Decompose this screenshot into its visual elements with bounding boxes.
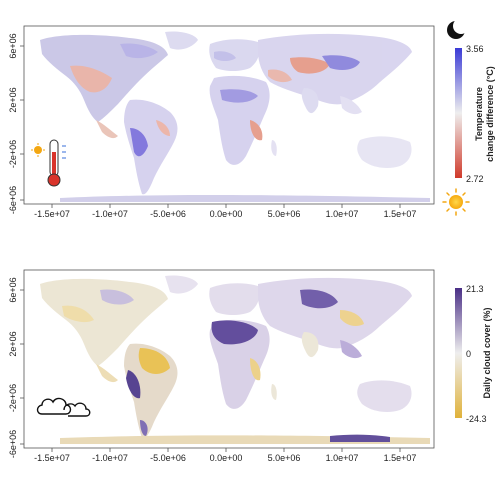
x-tick-label: 5.0e+06 (268, 453, 301, 463)
colorbar-min-label: -24.3 (466, 414, 487, 424)
land-masses (40, 275, 430, 444)
cloud-cover-map-panel: 6e+06 2e+06 -2e+06 -6e+06 -1.5e+07 -1.0e… (0, 260, 500, 484)
cloud-cover-map-svg: 6e+06 2e+06 -2e+06 -6e+06 -1.5e+07 -1.0e… (8, 269, 492, 463)
temperature-map-panel: 6e+06 2e+06 -2e+06 -6e+06 -1.5e+07 -1.0e… (0, 0, 500, 240)
land-masses (40, 31, 430, 202)
north-america (40, 278, 168, 366)
y-tick-label: -6e+06 (8, 430, 18, 458)
colorbar-max-label: 21.3 (466, 284, 484, 294)
colorbar-title: Daily cloud cover (%) (482, 307, 492, 398)
x-tick-label: -1.5e+07 (34, 453, 70, 463)
x-tick-label: -1.0e+07 (92, 453, 128, 463)
colorbar-max-label: 3.56 (466, 44, 484, 54)
madagascar (271, 140, 277, 156)
x-tick-label: -1.0e+07 (92, 209, 128, 219)
sun-icon (442, 188, 470, 216)
india (301, 88, 319, 114)
colorbar-min-label: 2.72 (466, 174, 484, 184)
india (301, 332, 319, 358)
europe (209, 283, 260, 315)
central-america (96, 120, 118, 139)
x-tick-label: 1.0e+07 (326, 453, 359, 463)
central-america (96, 364, 118, 383)
small-sun-icon (31, 143, 45, 157)
colorbar-gradient (455, 288, 462, 418)
x-axis: -1.5e+07 -1.0e+07 -5.0e+06 0.0e+00 5.0e+… (34, 448, 416, 463)
y-tick-label: -2e+06 (8, 140, 18, 168)
y-tick-label: 6e+06 (8, 33, 18, 58)
southeast-asia (340, 96, 362, 115)
x-tick-label: -5.0e+06 (150, 453, 186, 463)
cloud-colorbar: 21.3 0 -24.3 Daily cloud cover (%) (455, 284, 492, 424)
asia (258, 277, 412, 349)
greenland (165, 275, 198, 294)
x-tick-label: 0.0e+00 (210, 209, 243, 219)
thermometer-icon (47, 139, 66, 187)
x-tick-label: 1.0e+07 (326, 209, 359, 219)
cloud-icon (36, 397, 91, 417)
x-tick-label: -5.0e+06 (150, 209, 186, 219)
x-tick-label: 5.0e+06 (268, 209, 301, 219)
antarctica (60, 195, 430, 202)
x-tick-label: -1.5e+07 (34, 209, 70, 219)
australia (357, 380, 412, 412)
y-tick-label: -6e+06 (8, 186, 18, 214)
y-axis: 6e+06 2e+06 -2e+06 -6e+06 (8, 277, 24, 458)
temperature-colorbar: 3.56 2.72 Temperature change difference … (455, 44, 495, 184)
x-tick-label: 1.5e+07 (384, 453, 417, 463)
greenland (165, 31, 198, 50)
x-axis: -1.5e+07 -1.0e+07 -5.0e+06 0.0e+00 5.0e+… (34, 204, 416, 219)
colorbar-gradient (455, 48, 462, 178)
madagascar (271, 384, 277, 400)
y-axis: 6e+06 2e+06 -2e+06 -6e+06 (8, 33, 24, 214)
colorbar-title-line2: change difference (°C) (485, 66, 495, 162)
y-tick-label: 2e+06 (8, 87, 18, 112)
moon-icon (447, 18, 469, 39)
australia (357, 136, 412, 168)
europe (209, 39, 260, 71)
southeast-asia (340, 340, 362, 359)
temperature-map-svg: 6e+06 2e+06 -2e+06 -6e+06 -1.5e+07 -1.0e… (8, 18, 495, 219)
y-tick-label: 6e+06 (8, 277, 18, 302)
colorbar-title-line1: Temperature (474, 87, 484, 141)
south-america (124, 99, 178, 195)
y-tick-label: -2e+06 (8, 384, 18, 412)
x-tick-label: 0.0e+00 (210, 453, 243, 463)
y-tick-label: 2e+06 (8, 331, 18, 356)
colorbar-mid-label: 0 (466, 349, 471, 359)
x-tick-label: 1.5e+07 (384, 209, 417, 219)
